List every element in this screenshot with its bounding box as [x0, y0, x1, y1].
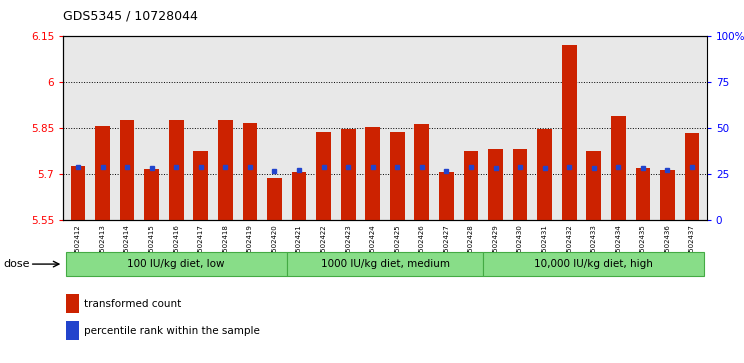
Bar	[66, 322, 79, 340]
FancyBboxPatch shape	[65, 252, 286, 276]
Bar	[120, 120, 135, 220]
Bar	[267, 178, 282, 220]
Bar	[218, 120, 233, 220]
Text: 10,000 IU/kg diet, high: 10,000 IU/kg diet, high	[534, 259, 653, 269]
FancyBboxPatch shape	[484, 252, 705, 276]
Text: transformed count: transformed count	[84, 299, 182, 309]
Text: 1000 IU/kg diet, medium: 1000 IU/kg diet, medium	[321, 259, 449, 269]
Bar	[292, 172, 307, 220]
Text: percentile rank within the sample: percentile rank within the sample	[84, 326, 260, 336]
Bar	[439, 172, 454, 220]
Bar	[660, 170, 675, 220]
Bar	[390, 132, 405, 220]
Bar	[414, 124, 429, 220]
Bar	[684, 132, 699, 220]
Bar	[488, 149, 503, 220]
Bar	[66, 294, 79, 313]
Bar	[144, 169, 159, 220]
Bar	[95, 126, 110, 220]
Bar	[586, 151, 601, 220]
Bar	[71, 166, 86, 220]
Bar	[537, 129, 552, 220]
Bar	[611, 116, 626, 220]
Bar	[513, 149, 527, 220]
Text: dose: dose	[4, 259, 31, 269]
Bar	[341, 130, 356, 220]
Bar	[635, 168, 650, 220]
Bar	[169, 120, 184, 220]
Text: 100 IU/kg diet, low: 100 IU/kg diet, low	[127, 259, 225, 269]
Bar	[243, 123, 257, 220]
FancyBboxPatch shape	[286, 252, 484, 276]
Bar	[365, 127, 380, 220]
Bar	[464, 151, 478, 220]
Bar	[193, 151, 208, 220]
Text: GDS5345 / 10728044: GDS5345 / 10728044	[63, 9, 198, 22]
Bar	[316, 132, 331, 220]
Bar	[562, 45, 577, 220]
